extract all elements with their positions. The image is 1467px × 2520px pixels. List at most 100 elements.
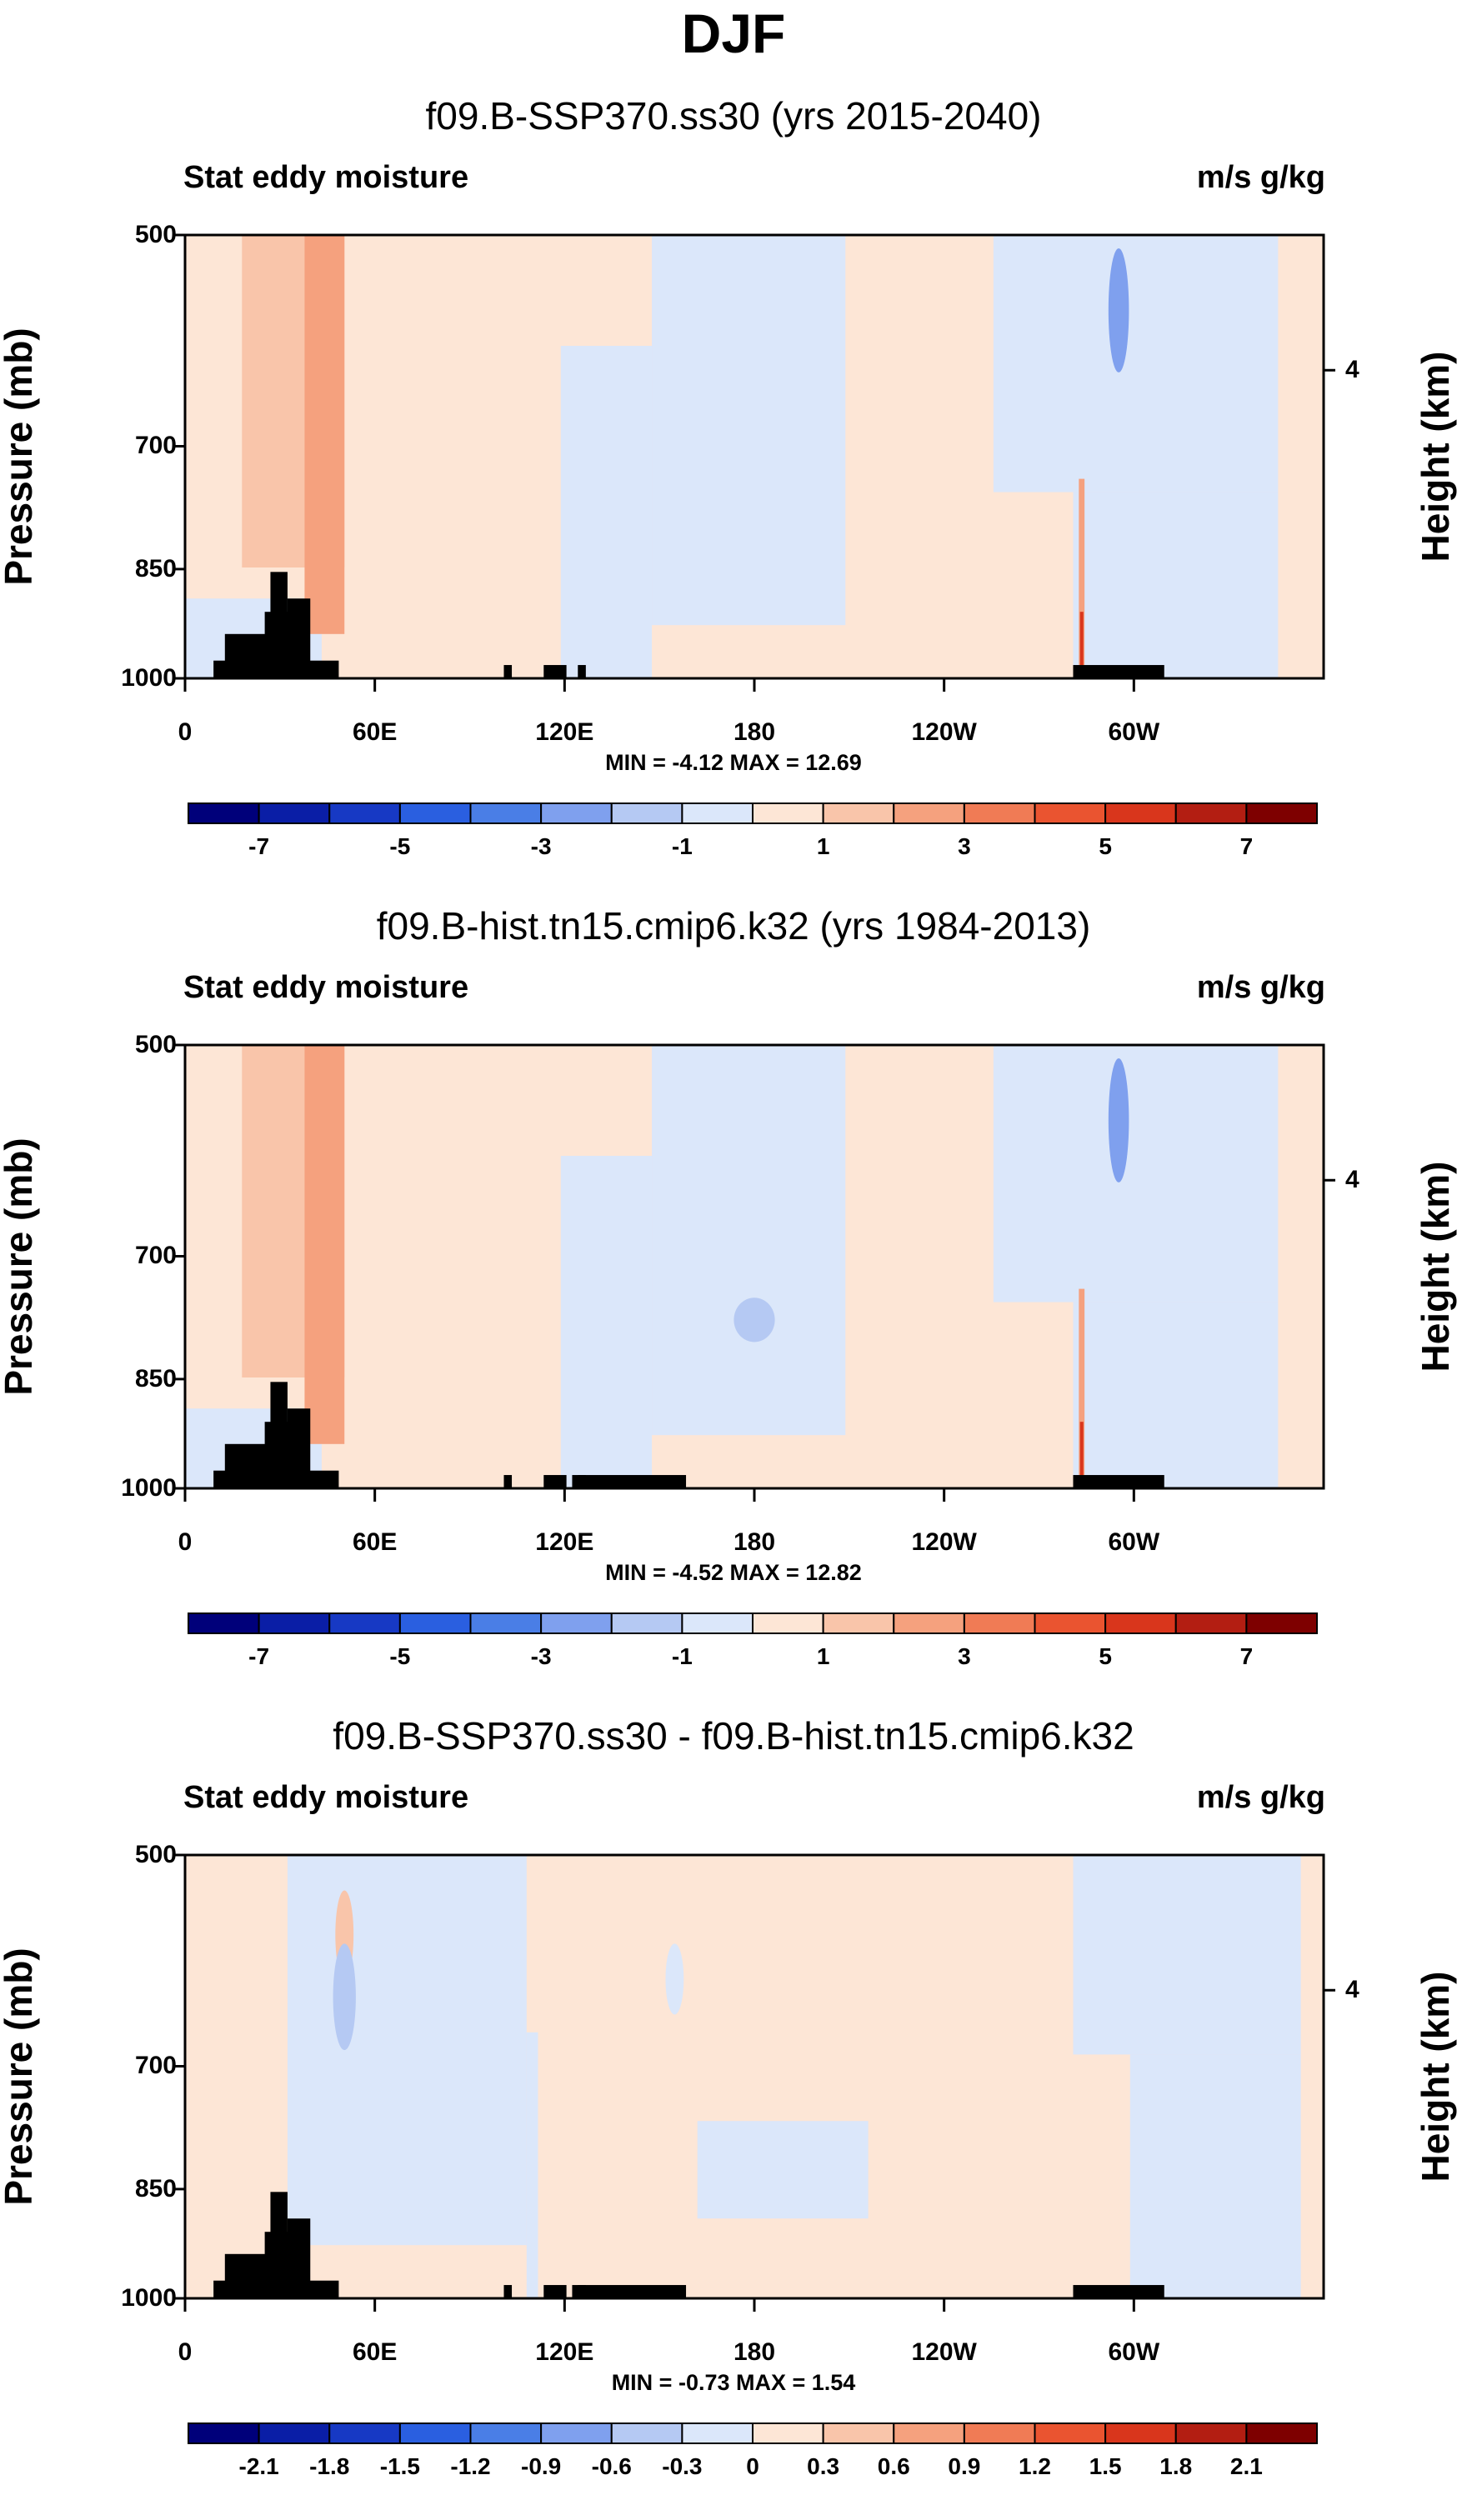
colorbar-swatch [610,802,683,824]
colorbar-label: 5 [1099,1643,1112,1669]
colorbar-swatch [1034,802,1107,824]
colorbar-swatch [822,802,895,824]
min-max-stats: MIN = -4.52 MAX = 12.82 [605,1560,862,1585]
negative-region [993,1045,1279,1302]
colorbar-label: 0.6 [877,2453,910,2479]
contour-plot [173,1853,1335,2312]
figure-title: DJF [681,2,786,64]
negative-region [993,235,1279,492]
colorbar-swatch [681,1612,754,1634]
colorbar-label: -5 [389,833,411,859]
colorbar-swatch [1104,1612,1177,1634]
topography-mask [270,572,288,678]
colorbar-swatch [258,1612,331,1634]
topography-mask [572,1475,687,1488]
units-label: m/s g/kg [1196,970,1325,1005]
variable-label: Stat eddy moisture [183,970,469,1005]
negative-core [1108,248,1129,372]
colorbar-swatch [469,1612,543,1634]
colorbar-swatch [328,802,401,824]
positive-core [1079,1288,1085,1488]
y-tick-label: 500 [134,1841,177,1868]
colorbar-swatch [822,1612,895,1634]
colorbar-swatch [398,1612,472,1634]
x-tick-label: 60W [1108,1528,1160,1556]
colorbar-label: -7 [248,833,270,859]
colorbar-swatch [610,2422,683,2444]
y-right-tick-label: 4 [1345,1166,1359,1194]
colorbar-label: -1.8 [309,2453,350,2479]
negative-core [333,1943,356,2051]
positive-core [1079,1422,1084,1476]
topography-mask [270,2192,288,2298]
colorbar-label: 1.5 [1089,2453,1122,2479]
positive-region [304,235,345,634]
topography-mask [543,1475,567,1488]
colorbar-swatch [398,802,472,824]
colorbar-label: 0 [746,2453,759,2479]
y-tick-label: 700 [134,432,177,460]
colorbar-swatch [1034,1612,1107,1634]
topography-mask [503,1475,513,1488]
colorbar-swatch [1104,802,1177,824]
colorbar-label: -5 [389,1643,411,1669]
colorbar-swatch [1245,1612,1318,1634]
x-tick-label: 60W [1108,718,1160,746]
x-tick-label: 120E [535,1528,594,1556]
colorbar-swatch [610,1612,683,1634]
negative-region [1073,1302,1279,1488]
colorbar-label: -1 [671,1643,693,1669]
colorbar-label: 1 [816,1643,830,1669]
colorbar-label: -1.2 [450,2453,491,2479]
x-tick-label: 120W [911,2338,977,2366]
x-tick-label: 0 [178,718,193,746]
colorbar-swatch [681,2422,754,2444]
colorbar-swatch [963,2422,1036,2444]
contour-plot [173,1043,1335,1502]
colorbar-label: -0.3 [662,2453,703,2479]
y-tick-label: 500 [134,221,177,248]
topography-mask [287,598,311,678]
colorbar-label: -0.9 [521,2453,562,2479]
colorbar-label: -1 [671,833,693,859]
topography-mask [543,2285,567,2298]
units-label: m/s g/kg [1196,1780,1325,1815]
negative-region [652,235,846,626]
colorbar-label: 0.9 [948,2453,981,2479]
panel-title: f09.B-SSP370.ss30 - f09.B-hist.tn15.cmip… [333,1714,1134,1758]
negative-region [697,2121,869,2219]
topography-mask [287,2218,311,2298]
negative-region [526,2032,538,2298]
colorbar-swatch [963,1612,1036,1634]
x-tick-label: 0 [178,1528,193,1556]
x-tick-label: 180 [733,2338,776,2366]
negative-region [652,1045,846,1436]
x-tick-label: 60E [352,2338,398,2366]
colorbar-label: -0.6 [591,2453,632,2479]
x-tick-label: 120E [535,718,594,746]
positive-core [1079,478,1085,678]
topography-mask [287,1408,311,1488]
colorbar-label: 7 [1239,1643,1254,1669]
colorbar-label: 3 [958,833,971,859]
colorbar-label: -2.1 [238,2453,279,2479]
negative-region [1073,1855,1301,2055]
negative-region [560,1156,653,1488]
colorbar-label: 1 [816,833,830,859]
x-tick-label: 120W [911,1528,977,1556]
y-tick-label: 850 [134,1364,177,1392]
colorbar-swatch [963,802,1036,824]
colorbar-swatch [188,2422,260,2444]
y-tick-label: 1000 [121,664,177,692]
colorbar-label: -7 [248,1643,270,1669]
y-right-tick-label: 4 [1345,356,1359,384]
colorbar-swatch [1174,1612,1248,1634]
colorbar-label: -3 [530,1643,552,1669]
colorbar-swatch [893,1612,965,1634]
colorbar-swatch [1174,2422,1248,2444]
topography-mask [543,665,567,678]
min-max-stats: MIN = -4.12 MAX = 12.69 [605,750,862,775]
colorbar-swatch [328,1612,401,1634]
colorbar-swatch [752,802,824,824]
colorbar-label: 7 [1239,833,1254,859]
